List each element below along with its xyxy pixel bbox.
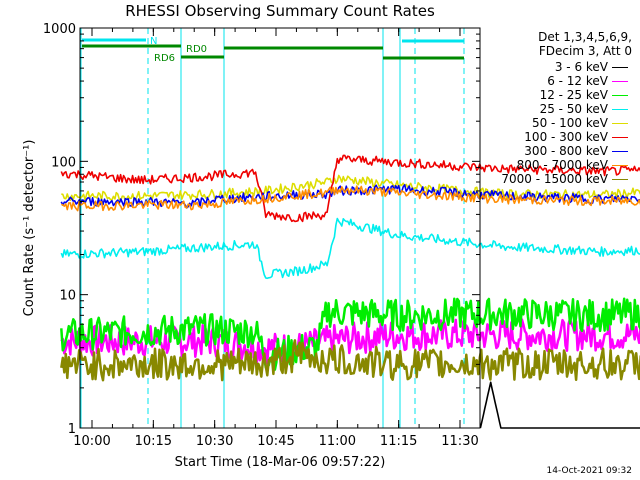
timestamp: 14-Oct-2021 09:32 (546, 466, 632, 476)
legend-entry: 300 - 800 keV (484, 144, 632, 158)
legend-entry: 12 - 25 keV (484, 88, 632, 102)
legend-label: 100 - 300 keV (524, 130, 608, 144)
legend-swatch (612, 165, 628, 166)
y-axis-label: Count Rate (s⁻¹ detector⁻¹) (22, 140, 37, 317)
x-tick-label: 10:30 (196, 434, 233, 449)
series-line-25_50keV (60, 217, 640, 280)
series-line-800_7000keV (61, 185, 640, 212)
plot-frame (79, 27, 481, 429)
x-tick-label: 11:00 (319, 434, 356, 449)
legend-label: 25 - 50 keV (539, 102, 608, 116)
legend-entry: 25 - 50 keV (484, 102, 632, 116)
legend-decim-line: FDecim 3, Att 0 (538, 44, 632, 58)
x-tick-label: 10:15 (135, 434, 172, 449)
series-line-7000_15000keV (60, 339, 640, 382)
legend-label: 6 - 12 keV (547, 74, 608, 88)
annotation-rd6: RD6 (154, 53, 175, 64)
y-tick-label: 100 (51, 155, 76, 170)
legend-swatch (612, 151, 628, 152)
x-tick-label: 10:45 (257, 434, 294, 449)
legend-swatch (612, 123, 628, 124)
legend-entry: 100 - 300 keV (484, 130, 632, 144)
series-line-100_300keV (60, 154, 640, 223)
legend-label: 800 - 7000 keV (516, 158, 608, 172)
series-line-6_12keV (60, 317, 640, 365)
legend-swatch (612, 95, 628, 96)
series-line-12_25keV (60, 297, 640, 371)
x-tick-label: 11:30 (441, 434, 478, 449)
legend-detector-line: Det 1,3,4,5,6,9, (538, 30, 632, 44)
legend-entry: 50 - 100 keV (484, 116, 632, 130)
legend-entry: 7000 - 15000 keV (484, 172, 632, 186)
annotation-n: N (150, 36, 157, 47)
annotations-bars: N RD0 RD6 (82, 36, 464, 64)
legend-swatch (612, 81, 628, 82)
legend-label: 300 - 800 keV (524, 144, 608, 158)
annotation-rd0: RD0 (186, 44, 207, 55)
y-tick-label: 1 (68, 422, 76, 437)
x-tick-label: 10:00 (73, 434, 110, 449)
legend-label: 3 - 6 keV (554, 60, 608, 74)
legend-entry: 3 - 6 keV (484, 60, 632, 74)
legend-swatch (612, 109, 628, 110)
axis-ticks: 1 10 100 1000 10:00 10:15 10:30 10:45 11:00 11:15… (43, 22, 480, 449)
series-lines (60, 154, 640, 429)
x-tick-label: 11:15 (380, 434, 417, 449)
legend-label: 12 - 25 keV (539, 88, 608, 102)
y-tick-label: 10 (59, 289, 76, 304)
legend-entry: 6 - 12 keV (484, 74, 632, 88)
legend-swatch (612, 67, 628, 68)
legend-swatch (612, 179, 628, 180)
legend-swatch (612, 137, 628, 138)
series-line-3_6keV (479, 381, 640, 429)
legend-label: 50 - 100 keV (531, 116, 608, 130)
legend-label: 7000 - 15000 keV (501, 172, 608, 186)
legend-entry: 800 - 7000 keV (484, 158, 632, 172)
y-tick-label: 1000 (43, 22, 76, 37)
x-axis-label: Start Time (18-Mar-06 09:57:22) (175, 455, 386, 470)
chart-title: RHESSI Observing Summary Count Rates (125, 2, 435, 20)
